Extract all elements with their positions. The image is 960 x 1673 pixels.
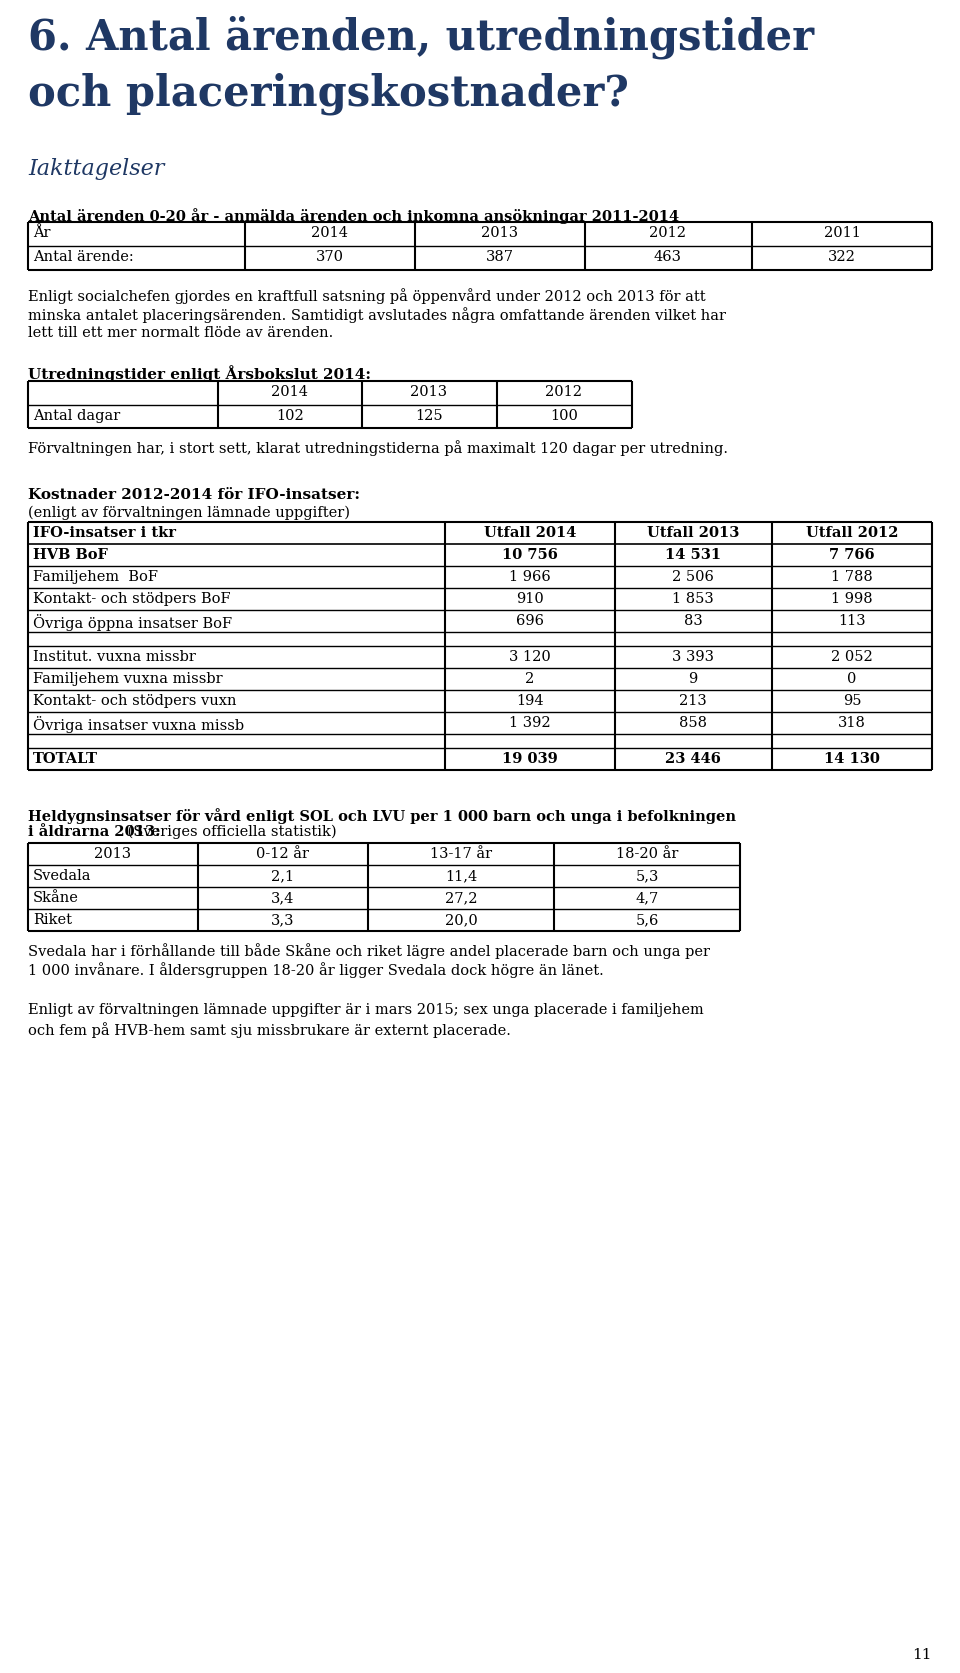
Text: Övriga öppna insatser BoF: Övriga öppna insatser BoF (33, 614, 232, 631)
Text: 1 788: 1 788 (831, 570, 873, 584)
Text: minska antalet placeringsärenden. Samtidigt avslutades några omfattande ärenden : minska antalet placeringsärenden. Samtid… (28, 308, 726, 323)
Text: 3,3: 3,3 (272, 913, 295, 927)
Text: (enligt av förvaltningen lämnade uppgifter): (enligt av förvaltningen lämnade uppgift… (28, 505, 350, 520)
Text: 11,4: 11,4 (444, 868, 477, 883)
Text: Enligt socialchefen gjordes en kraftfull satsning på öppenvård under 2012 och 20: Enligt socialchefen gjordes en kraftfull… (28, 288, 706, 304)
Text: HVB BoF: HVB BoF (33, 549, 108, 562)
Text: 10 756: 10 756 (502, 549, 558, 562)
Text: 27,2: 27,2 (444, 892, 477, 905)
Text: 2 052: 2 052 (831, 651, 873, 664)
Text: 100: 100 (550, 408, 578, 423)
Text: 14 531: 14 531 (665, 549, 721, 562)
Text: 3 393: 3 393 (672, 651, 714, 664)
Text: Antal ärende:: Antal ärende: (33, 249, 133, 264)
Text: 1 000 invånare. I åldersgruppen 18-20 år ligger Svedala dock högre än länet.: 1 000 invånare. I åldersgruppen 18-20 år… (28, 962, 604, 979)
Text: 9: 9 (688, 673, 698, 686)
Text: Heldygnsinsatser för vård enligt SOL och LVU per 1 000 barn och unga i befolknin: Heldygnsinsatser för vård enligt SOL och… (28, 808, 736, 823)
Text: Kontakt- och stödpers BoF: Kontakt- och stödpers BoF (33, 592, 230, 606)
Text: 1 998: 1 998 (831, 592, 873, 606)
Text: 5,3: 5,3 (636, 868, 659, 883)
Text: 0: 0 (848, 673, 856, 686)
Text: Utfall 2014: Utfall 2014 (484, 525, 576, 540)
Text: 370: 370 (316, 249, 344, 264)
Text: IFO-insatser i tkr: IFO-insatser i tkr (33, 525, 176, 540)
Text: Kostnader 2012-2014 för IFO-insatser:: Kostnader 2012-2014 för IFO-insatser: (28, 489, 360, 502)
Text: TOTALT: TOTALT (33, 751, 98, 766)
Text: Iakttagelser: Iakttagelser (28, 157, 164, 181)
Text: 2013: 2013 (481, 226, 518, 239)
Text: Svedala har i förhållande till både Skåne och riket lägre andel placerade barn o: Svedala har i förhållande till både Skån… (28, 944, 710, 959)
Text: 14 130: 14 130 (824, 751, 880, 766)
Text: (Sveriges officiella statistik): (Sveriges officiella statistik) (123, 825, 337, 840)
Text: 102: 102 (276, 408, 304, 423)
Text: 2013: 2013 (94, 847, 132, 862)
Text: 125: 125 (415, 408, 443, 423)
Text: 1 853: 1 853 (672, 592, 714, 606)
Text: 7 766: 7 766 (829, 549, 875, 562)
Text: 3 120: 3 120 (509, 651, 551, 664)
Text: Kontakt- och stödpers vuxn: Kontakt- och stödpers vuxn (33, 694, 236, 708)
Text: och fem på HVB-hem samt sju missbrukare är externt placerade.: och fem på HVB-hem samt sju missbrukare … (28, 1022, 511, 1037)
Text: Antal dagar: Antal dagar (33, 408, 120, 423)
Text: lett till ett mer normalt flöde av ärenden.: lett till ett mer normalt flöde av ärend… (28, 326, 333, 340)
Text: Familjehem vuxna missbr: Familjehem vuxna missbr (33, 673, 223, 686)
Text: 0-12 år: 0-12 år (256, 847, 309, 862)
Text: Enligt av förvaltningen lämnade uppgifter är i mars 2015; sex unga placerade i f: Enligt av förvaltningen lämnade uppgifte… (28, 1004, 704, 1017)
Text: 463: 463 (654, 249, 682, 264)
Text: Antal ärenden 0-20 år - anmälda ärenden och inkomna ansökningar 2011-2014: Antal ärenden 0-20 år - anmälda ärenden … (28, 207, 679, 224)
Text: Utredningstider enligt Årsbokslut 2014:: Utredningstider enligt Årsbokslut 2014: (28, 365, 371, 381)
Text: Riket: Riket (33, 913, 72, 927)
Text: 3,4: 3,4 (272, 892, 295, 905)
Text: 19 039: 19 039 (502, 751, 558, 766)
Text: Utfall 2012: Utfall 2012 (805, 525, 899, 540)
Text: 858: 858 (679, 716, 707, 729)
Text: och placeringskostnader?: och placeringskostnader? (28, 72, 629, 114)
Text: 2012: 2012 (650, 226, 686, 239)
Text: 322: 322 (828, 249, 856, 264)
Text: 11: 11 (913, 1648, 932, 1661)
Text: 13-17 år: 13-17 år (430, 847, 492, 862)
Text: År: År (33, 226, 51, 239)
Text: 6. Antal ärenden, utredningstider: 6. Antal ärenden, utredningstider (28, 15, 814, 59)
Text: Institut. vuxna missbr: Institut. vuxna missbr (33, 651, 196, 664)
Text: 387: 387 (486, 249, 514, 264)
Text: 2: 2 (525, 673, 535, 686)
Text: 83: 83 (684, 614, 703, 627)
Text: 23 446: 23 446 (665, 751, 721, 766)
Text: 696: 696 (516, 614, 544, 627)
Text: Förvaltningen har, i stort sett, klarat utredningstiderna på maximalt 120 dagar : Förvaltningen har, i stort sett, klarat … (28, 440, 728, 455)
Text: 18-20 år: 18-20 år (615, 847, 678, 862)
Text: 4,7: 4,7 (636, 892, 659, 905)
Text: 95: 95 (843, 694, 861, 708)
Text: 2 506: 2 506 (672, 570, 714, 584)
Text: 5,6: 5,6 (636, 913, 659, 927)
Text: 1 966: 1 966 (509, 570, 551, 584)
Text: 2012: 2012 (545, 385, 583, 398)
Text: 113: 113 (838, 614, 866, 627)
Text: 213: 213 (679, 694, 707, 708)
Text: 318: 318 (838, 716, 866, 729)
Text: 910: 910 (516, 592, 544, 606)
Text: Utfall 2013: Utfall 2013 (647, 525, 739, 540)
Text: 2,1: 2,1 (272, 868, 295, 883)
Text: Övriga insatser vuxna missb: Övriga insatser vuxna missb (33, 716, 244, 733)
Text: 20,0: 20,0 (444, 913, 477, 927)
Text: 2013: 2013 (411, 385, 447, 398)
Text: Skåne: Skåne (33, 892, 79, 905)
Text: Svedala: Svedala (33, 868, 91, 883)
Text: Familjehem  BoF: Familjehem BoF (33, 570, 158, 584)
Text: 2011: 2011 (824, 226, 860, 239)
Text: 194: 194 (516, 694, 543, 708)
Text: i åldrarna 2013:: i åldrarna 2013: (28, 825, 160, 838)
Text: 1 392: 1 392 (509, 716, 551, 729)
Text: 2014: 2014 (311, 226, 348, 239)
Text: 2014: 2014 (272, 385, 308, 398)
